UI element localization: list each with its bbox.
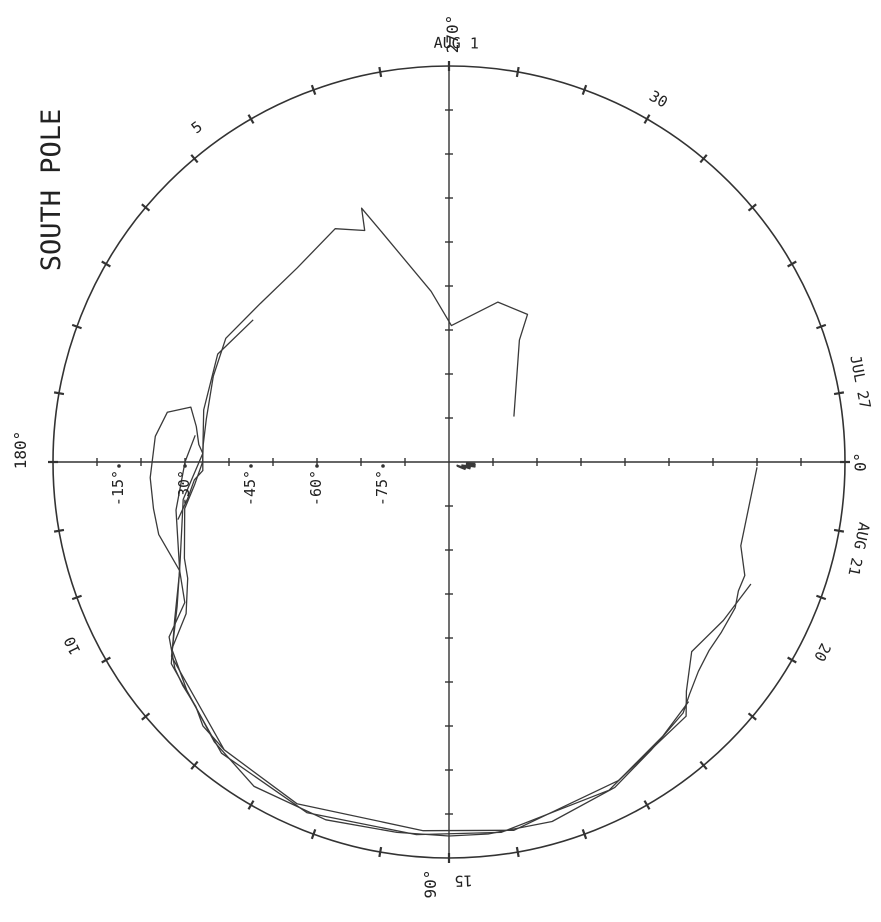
rim-tick <box>833 391 845 396</box>
rim-tick <box>581 84 588 95</box>
chart-title: SOUTH POLE <box>36 109 67 272</box>
rim-tick <box>787 656 797 664</box>
rim-tick <box>101 260 111 268</box>
track-line <box>170 319 752 832</box>
rim-tick <box>310 84 317 95</box>
lat-label: -45° <box>241 470 259 506</box>
rim-tick <box>833 528 845 533</box>
lat-marker <box>249 464 253 468</box>
rim-tick <box>190 760 199 770</box>
rim-tick <box>515 846 520 858</box>
rim-tick <box>816 594 827 601</box>
track-line <box>170 435 690 836</box>
lat-label: -75° <box>373 470 391 506</box>
rim-tick <box>141 203 151 212</box>
date-label: AUG 1 <box>434 34 479 53</box>
latitude-labels: -15° -30° -45° -60° -75° <box>109 464 391 506</box>
rim-tick <box>581 829 588 840</box>
rim-tick <box>747 712 757 721</box>
date-label: 15 <box>454 871 473 890</box>
rim-tick <box>141 712 151 721</box>
tracks <box>149 207 758 837</box>
rim-tick <box>247 800 255 810</box>
lon-label-90: 90° <box>421 870 440 899</box>
rim-tick <box>699 760 708 770</box>
rim-tick <box>643 114 651 124</box>
lat-label: -60° <box>307 470 325 506</box>
lat-marker <box>117 464 121 468</box>
lon-label-180: 180° <box>11 431 30 470</box>
rim-tick <box>787 260 797 268</box>
lat-label: -30° <box>175 470 193 506</box>
lat-marker <box>381 464 385 468</box>
rim-tick <box>699 154 708 164</box>
rim-tick <box>310 829 317 840</box>
lat-marker <box>315 464 319 468</box>
rim-tick <box>747 203 757 212</box>
rim-ticks <box>48 61 850 863</box>
lat-marker <box>183 464 187 468</box>
rim-tick <box>101 656 111 664</box>
rim-tick <box>53 528 65 533</box>
lon-label-270: 270° <box>443 15 462 54</box>
rim-tick <box>71 594 82 601</box>
near-pole-track <box>456 462 476 471</box>
rim-tick <box>378 66 383 78</box>
rim-tick <box>71 323 82 330</box>
track-line <box>171 207 758 837</box>
rim-tick <box>247 114 255 124</box>
rim-tick <box>816 323 827 330</box>
rim-tick <box>378 846 383 858</box>
lon-label-0: 0° <box>851 452 870 471</box>
rim-tick <box>53 391 65 396</box>
rim-tick <box>515 66 520 78</box>
rim-tick <box>190 154 199 164</box>
near-pole-track-line <box>456 462 476 471</box>
lat-label: -15° <box>109 470 127 506</box>
rim-tick <box>643 800 651 810</box>
